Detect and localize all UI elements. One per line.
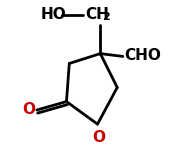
Text: CH: CH (85, 7, 109, 22)
Text: 2: 2 (102, 12, 110, 22)
Text: CHO: CHO (124, 47, 161, 62)
Text: HO: HO (41, 7, 67, 22)
Text: O: O (92, 130, 105, 145)
Text: O: O (22, 102, 35, 117)
